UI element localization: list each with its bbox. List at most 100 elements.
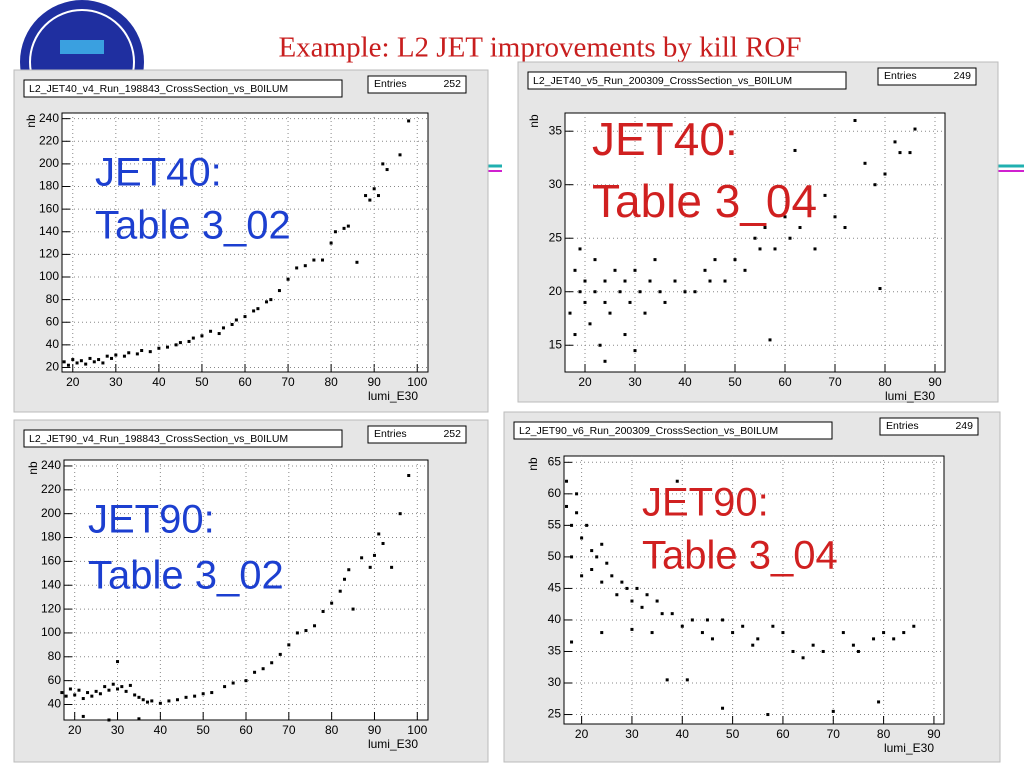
point: [110, 356, 114, 360]
annotation: Table 3_04: [592, 175, 817, 227]
x-tick-label: 60: [778, 375, 792, 389]
point: [683, 290, 687, 294]
point: [381, 541, 385, 545]
point: [863, 161, 867, 165]
point: [781, 631, 785, 635]
y-axis-label: nb: [26, 461, 40, 475]
x-tick-label: 60: [776, 727, 790, 741]
chart-title: L2_JET40_v5_Run_200309_CrossSection_vs_B…: [533, 75, 792, 87]
point: [256, 307, 260, 311]
point: [741, 624, 745, 628]
point: [675, 479, 679, 483]
point: [600, 580, 604, 584]
x-tick-label: 40: [678, 375, 692, 389]
point: [64, 694, 68, 698]
point: [568, 311, 572, 315]
point: [398, 512, 402, 516]
point: [645, 593, 649, 597]
annotation: JET90:: [88, 498, 215, 542]
point: [381, 162, 385, 166]
point: [243, 315, 247, 319]
point: [583, 300, 587, 304]
x-tick-label: 80: [878, 375, 892, 389]
x-tick-label: 50: [195, 375, 209, 389]
point: [600, 542, 604, 546]
point: [831, 709, 835, 713]
annotation: Table 3_02: [88, 554, 284, 598]
point: [221, 326, 225, 330]
plot-area: [563, 455, 945, 725]
point: [638, 290, 642, 294]
point: [231, 681, 235, 685]
point: [97, 358, 101, 362]
point: [603, 279, 607, 283]
point: [355, 260, 359, 264]
point: [733, 258, 737, 262]
x-tick-label: 30: [628, 375, 642, 389]
point: [593, 290, 597, 294]
point: [565, 504, 569, 508]
point: [73, 693, 77, 697]
point: [333, 230, 337, 234]
point: [798, 226, 802, 230]
point: [788, 236, 792, 240]
stats-entries: 252: [443, 428, 461, 440]
point: [648, 279, 652, 283]
y-tick-label: 80: [48, 649, 62, 663]
y-tick-label: 160: [39, 201, 59, 215]
point: [230, 322, 234, 326]
point: [580, 574, 584, 578]
point: [878, 287, 882, 291]
point: [120, 685, 124, 689]
point: [278, 652, 282, 656]
y-tick-label: 60: [48, 673, 62, 687]
y-tick-label: 100: [41, 625, 61, 639]
y-tick-label: 25: [549, 230, 563, 244]
point: [165, 345, 169, 349]
point: [663, 300, 667, 304]
x-tick-label: 20: [66, 375, 80, 389]
x-tick-label: 90: [368, 723, 382, 737]
y-tick-label: 100: [39, 269, 59, 283]
point: [269, 298, 273, 302]
point: [124, 689, 128, 693]
y-tick-label: 80: [46, 292, 60, 306]
point: [680, 624, 684, 628]
point: [329, 241, 333, 245]
point: [670, 612, 674, 616]
point: [148, 350, 152, 354]
point: [610, 574, 614, 578]
point: [107, 688, 111, 692]
point: [158, 701, 162, 705]
point: [608, 311, 612, 315]
logo-bar: [60, 40, 104, 54]
stats-entries: 249: [955, 420, 973, 432]
point: [385, 168, 389, 172]
point: [843, 226, 847, 230]
y-tick-label: 160: [41, 554, 61, 568]
point: [763, 226, 767, 230]
point: [107, 718, 111, 722]
point: [710, 637, 714, 641]
y-axis-label: nb: [526, 457, 540, 471]
point: [90, 694, 94, 698]
stats-box: [879, 417, 979, 436]
chart-panel: 20 30 40 50 60 70 80 90 15 20 25 30 35 lumi_E30 nb L2_J…: [517, 61, 999, 403]
point: [653, 258, 657, 262]
point: [640, 605, 644, 609]
point: [135, 352, 139, 356]
point: [88, 356, 92, 360]
point: [773, 247, 777, 251]
stats-box: [367, 75, 467, 94]
y-tick-label: 180: [39, 179, 59, 193]
point: [673, 279, 677, 283]
point: [184, 695, 188, 699]
point: [146, 700, 150, 704]
chart-title: L2_JET40_v4_Run_198843_CrossSection_vs_B…: [29, 83, 288, 95]
point: [390, 565, 394, 569]
plot-area: [564, 112, 946, 373]
point: [167, 699, 171, 703]
point: [768, 338, 772, 342]
